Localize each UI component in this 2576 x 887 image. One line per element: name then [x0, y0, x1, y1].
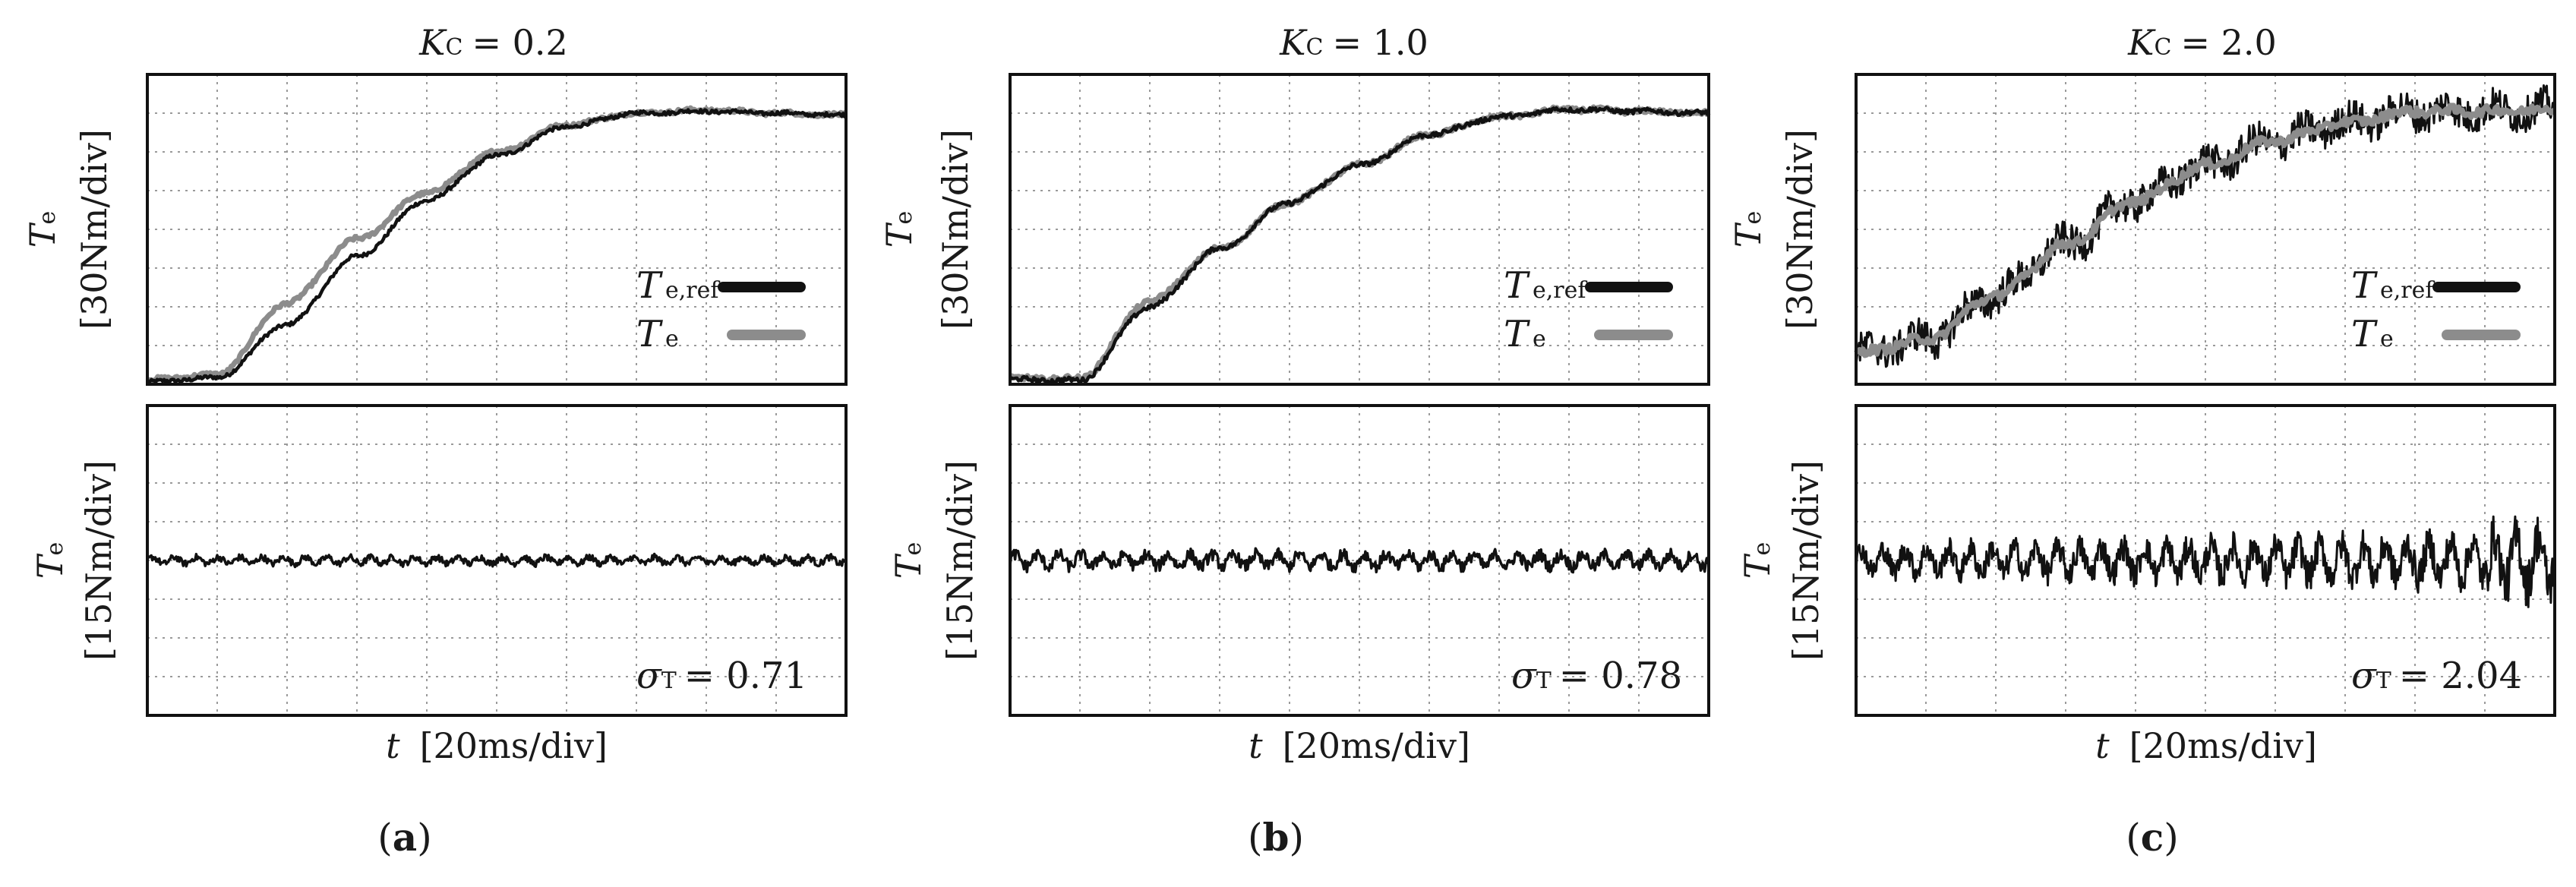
te-ref-series-b	[1009, 106, 1710, 385]
panel-label-c: (c)	[2126, 815, 2178, 860]
sigma-label-a: σT = 0.71	[636, 655, 807, 697]
te-series-c	[1854, 103, 2556, 358]
bottom-ylabel-a: Te [15Nm/div]	[30, 460, 119, 661]
top-frame-c	[1855, 73, 2556, 386]
bottom-frame-b	[1009, 404, 1710, 717]
te-ref-series-a	[146, 108, 848, 384]
top-frame-a	[146, 73, 848, 386]
ripple-series-b	[1009, 547, 1709, 574]
bottom-ylabel-b: Te [15Nm/div]	[888, 460, 980, 661]
bottom-plot-c: σT = 2.04 Te [15Nm/div] t [20ms/div]	[1737, 404, 2556, 766]
bottom-ylabel-scale-a: [15Nm/div]	[78, 460, 119, 661]
top-ylabel-symbol-b: Te	[879, 211, 920, 248]
bottom-ylabel-symbol-a: Te	[30, 542, 71, 579]
bottom-ylabel-symbol-b: Te	[888, 542, 929, 579]
gain-label-c: KC = 2.0	[2127, 22, 2277, 63]
sigma-label-c: σT = 2.04	[2351, 655, 2522, 697]
top-ylabel-scale-c: [30Nm/div]	[1779, 129, 1820, 330]
ripple-series-c	[1855, 515, 2556, 608]
top-ylabel-symbol-c: Te	[1728, 211, 1769, 248]
bottom-plot-b: σT = 0.78 Te [15Nm/div] t [20ms/div]	[888, 404, 1710, 766]
xlabel-c: t [20ms/div]	[2095, 725, 2317, 766]
panel-label-b: (b)	[1248, 815, 1304, 860]
bottom-frame-a	[146, 404, 848, 717]
top-ylabel-scale-a: [30Nm/div]	[74, 129, 115, 330]
bottom-ylabel-scale-c: [15Nm/div]	[1785, 460, 1826, 661]
top-ylabel-a: Te [30Nm/div]	[22, 129, 115, 330]
panel-label-a: (a)	[377, 815, 431, 860]
bottom-ylabel-c: Te [15Nm/div]	[1737, 460, 1826, 661]
top-frame-b	[1009, 73, 1710, 386]
top-ylabel-b: Te [30Nm/div]	[879, 129, 976, 330]
ripple-series-a	[146, 552, 847, 569]
top-ylabel-symbol-a: Te	[22, 211, 63, 248]
xlabel-b: t [20ms/div]	[1249, 725, 1470, 766]
gain-label-a: KC = 0.2	[418, 22, 568, 63]
bottom-frame-c	[1855, 404, 2556, 717]
bottom-plot-a: σT = 0.71 Te [15Nm/div] t [20ms/div]	[30, 404, 848, 766]
top-ylabel-scale-b: [30Nm/div]	[935, 129, 976, 330]
grid-top-b	[1010, 74, 1709, 384]
bottom-ylabel-scale-b: [15Nm/div]	[939, 460, 980, 661]
sigma-label-b: σT = 0.78	[1511, 655, 1682, 697]
top-ylabel-c: Te [30Nm/div]	[1728, 129, 1820, 330]
gain-label-b: KC = 1.0	[1279, 22, 1428, 63]
bottom-ylabel-symbol-c: Te	[1737, 542, 1778, 579]
xlabel-a: t [20ms/div]	[386, 725, 608, 766]
